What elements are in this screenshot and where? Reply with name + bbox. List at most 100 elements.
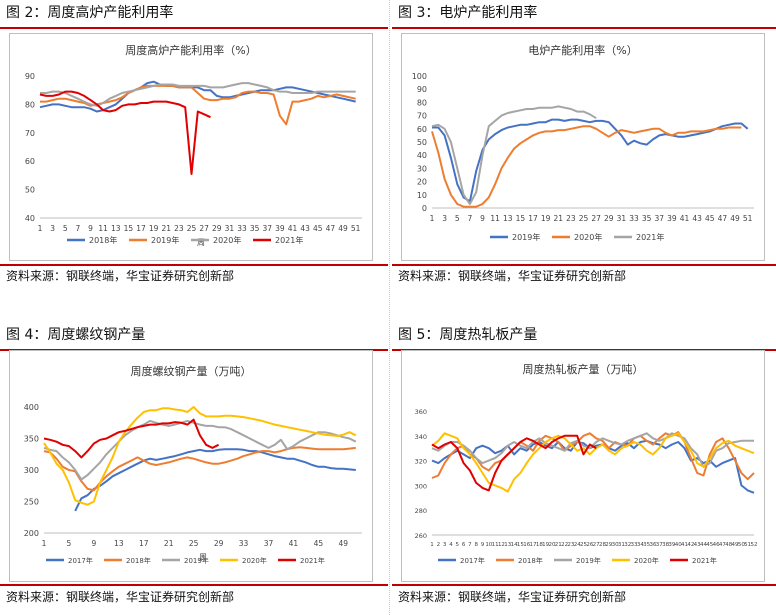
legend-label: 2020年 <box>242 556 267 565</box>
chart-frame: 周度螺纹钢产量（万吨） 200 250 300 350 400 1 5 9 13 17 21 25 29 3… <box>9 350 373 582</box>
heading-rule <box>392 27 776 29</box>
x-tick-label: 26 <box>586 542 593 548</box>
series-line <box>43 446 356 492</box>
x-tick-label: 51 <box>743 214 753 223</box>
series-line <box>431 105 597 205</box>
x-tick-label: 23 <box>567 542 574 548</box>
panel-rebar: 图 4：周度螺纹钢产量 周度螺纹钢产量（万吨） 200 250 300 350 400 1 5… <box>0 322 388 615</box>
x-tick-label: 21 <box>555 542 562 548</box>
x-tick-label: 47 <box>718 214 728 223</box>
x-tick-label: 13 <box>111 224 121 233</box>
x-tick-label: 41 <box>288 224 298 233</box>
x-tick-label: 25 <box>187 224 197 233</box>
x-tick-label: 45 <box>705 214 715 223</box>
x-tick-label: 33 <box>629 214 639 223</box>
legend-label: 2018年 <box>518 556 543 565</box>
y-tick-label: 0 <box>422 204 427 213</box>
y-tick-label: 80 <box>25 100 35 109</box>
x-tick-label: 34 <box>637 542 644 548</box>
series-line <box>431 434 597 492</box>
series-line <box>40 82 356 107</box>
x-tick-label: 5 <box>63 224 68 233</box>
y-tick-label: 50 <box>25 186 35 195</box>
x-tick-label: 17 <box>136 224 146 233</box>
x-tick-label: 49 <box>732 542 739 548</box>
x-tick-label: 21 <box>164 539 174 548</box>
legend-label: 2021年 <box>275 235 303 245</box>
x-tick-label: 23 <box>566 214 576 223</box>
chart-title: 周度热轧板产量（万吨） <box>523 362 644 376</box>
x-tick-label: 51 <box>351 224 361 233</box>
legend-label: 2019年 <box>576 556 601 565</box>
x-tick-label: 33 <box>237 224 247 233</box>
y-tick-label: 60 <box>417 125 427 134</box>
x-tick-label: 29 <box>604 214 614 223</box>
y-tick-label: 340 <box>415 433 427 441</box>
x-tick-label: 32 <box>624 542 631 548</box>
x-tick-label: 11 <box>98 224 108 233</box>
legend-label: 2019年 <box>151 235 179 245</box>
y-tick-label: 400 <box>24 403 39 412</box>
legend-label: 2019年 <box>512 232 540 242</box>
y-tick-label: 10 <box>417 191 427 200</box>
x-tick-label: 33 <box>239 539 249 548</box>
x-tick-label: 27 <box>199 224 209 233</box>
x-tick-label: 3 <box>50 224 55 233</box>
x-tick-label: 41 <box>680 214 690 223</box>
x-tick-label: 37 <box>655 214 665 223</box>
x-tick-label: 42 <box>687 542 694 548</box>
series-line <box>431 431 755 481</box>
x-tick-label: 19 <box>542 542 549 548</box>
y-tick-label: 300 <box>24 466 39 475</box>
x-tick-label: 43 <box>300 224 310 233</box>
source-rule <box>0 264 388 266</box>
x-tick-label: 18 <box>536 542 543 548</box>
chart-rebar: 周度螺纹钢产量（万吨） 200 250 300 350 400 1 5 9 13 17 21 25 29 3… <box>24 364 362 565</box>
x-tick-label: 9 <box>91 539 96 548</box>
chart-title: 周度螺纹钢产量（万吨） <box>131 364 252 378</box>
x-tick-label: 1 <box>42 539 47 548</box>
x-tick-label: 17 <box>528 214 538 223</box>
legend-label: 2017年 <box>68 556 93 565</box>
chart-frame: 电炉产能利用率（%） 0 10 20 30 40 50 60 70 80 90 100 1 3 5 7 9 11 1… <box>401 33 765 261</box>
column-separator <box>389 0 390 615</box>
source-rule <box>392 584 776 586</box>
y-tick-label: 90 <box>25 72 35 81</box>
y-tick-label: 320 <box>415 458 427 466</box>
x-tick-label: 41 <box>289 539 299 548</box>
x-tick-label: 25 <box>579 214 589 223</box>
legend-label: 2021年 <box>300 556 325 565</box>
x-tick-label: 47 <box>719 542 726 548</box>
x-tick-label: 51 <box>744 542 751 548</box>
x-tick-label: 29 <box>605 542 612 548</box>
legend-label: 2020年 <box>574 232 602 242</box>
x-tick-label: 12 <box>498 542 505 548</box>
x-tick-label: 48 <box>725 542 732 548</box>
x-tick-label: 29 <box>212 224 222 233</box>
x-tick-label: 6 <box>462 542 466 548</box>
x-tick-label: 5 <box>456 542 460 548</box>
x-tick-label: 9 <box>481 542 485 548</box>
x-tick-label: 25 <box>189 539 199 548</box>
series-line <box>43 418 220 459</box>
legend-label: 2019年 <box>184 556 209 565</box>
x-tick-label: 7 <box>468 542 472 548</box>
x-tick-label: 31 <box>225 224 235 233</box>
x-tick-label: 30 <box>612 542 619 548</box>
x-tick-label: 36 <box>649 542 656 548</box>
x-tick-label: 28 <box>599 542 606 548</box>
x-tick-label: 13 <box>114 539 124 548</box>
x-tick-label: 35 <box>643 542 650 548</box>
x-tick-label: 4 <box>449 542 453 548</box>
x-tick-label: 3 <box>443 542 447 548</box>
x-tick-label: 45 <box>313 224 323 233</box>
y-tick-label: 300 <box>415 482 427 490</box>
panel-heading: 图 5：周度热轧板产量 <box>398 327 538 343</box>
x-tick-label: 49 <box>338 224 348 233</box>
x-tick-label: 17 <box>139 539 149 548</box>
x-tick-label: 27 <box>591 214 601 223</box>
x-tick-label: 14 <box>511 542 518 548</box>
x-tick-label: 43 <box>692 214 702 223</box>
y-tick-label: 100 <box>412 72 427 81</box>
